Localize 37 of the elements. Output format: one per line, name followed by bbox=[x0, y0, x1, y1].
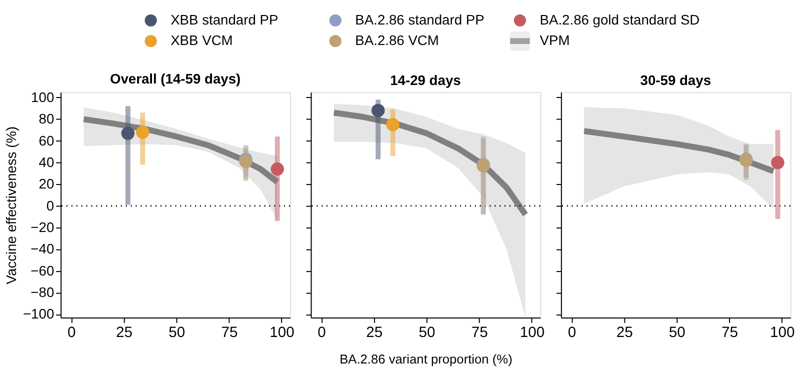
x-tick-label: 0 bbox=[318, 324, 326, 341]
x-tick-label: 50 bbox=[418, 324, 436, 341]
x-tick-label: 100 bbox=[270, 324, 294, 341]
y-tick-label: 40 bbox=[38, 154, 54, 170]
y-tick-label: −20 bbox=[30, 219, 54, 236]
x-tick-label: 100 bbox=[770, 324, 795, 341]
y-tick-label: 80 bbox=[38, 110, 54, 127]
y-tick-label: 60 bbox=[38, 132, 54, 148]
x-tick-label: 75 bbox=[221, 324, 238, 341]
chart-title: Overall (14-59 days) bbox=[110, 70, 241, 87]
chart-title: 30-59 days bbox=[640, 72, 712, 88]
x-tick-label: 100 bbox=[520, 324, 545, 341]
y-tick-label: −100 bbox=[22, 306, 54, 322]
legend-label: BA.2.86 gold standard SD bbox=[540, 11, 700, 28]
x-tick-label: 0 bbox=[67, 324, 76, 341]
legend-label: XBB VCM bbox=[170, 32, 233, 48]
x-tick-label: 25 bbox=[616, 324, 633, 341]
chart-title: 14-29 days bbox=[390, 72, 462, 88]
x-tick-label: 75 bbox=[722, 324, 738, 341]
y-tick-label: 100 bbox=[31, 88, 54, 105]
x-tick-label: 75 bbox=[471, 324, 488, 341]
legend-label: BA.2.86 VCM bbox=[355, 32, 439, 48]
y-axis-title: Vaccine effectiveness (%) bbox=[3, 126, 20, 284]
x-tick-label: 25 bbox=[116, 324, 132, 341]
x-tick-label: 0 bbox=[568, 324, 576, 341]
y-tick-label: 0 bbox=[46, 197, 54, 214]
x-tick-label: 25 bbox=[366, 324, 383, 341]
y-tick-label: 20 bbox=[38, 176, 54, 192]
legend-label: BA.2.86 standard PP bbox=[355, 11, 484, 28]
y-tick-label: −80 bbox=[30, 284, 54, 300]
legend-label: XBB standard PP bbox=[170, 11, 278, 28]
x-axis-title: BA.2.86 variant proportion (%) bbox=[340, 352, 512, 367]
legend-label: VPM bbox=[540, 32, 570, 48]
x-tick-label: 50 bbox=[168, 324, 186, 341]
y-tick-label: −60 bbox=[30, 262, 54, 278]
y-tick-label: −40 bbox=[30, 240, 54, 257]
x-tick-label: 50 bbox=[668, 324, 686, 341]
